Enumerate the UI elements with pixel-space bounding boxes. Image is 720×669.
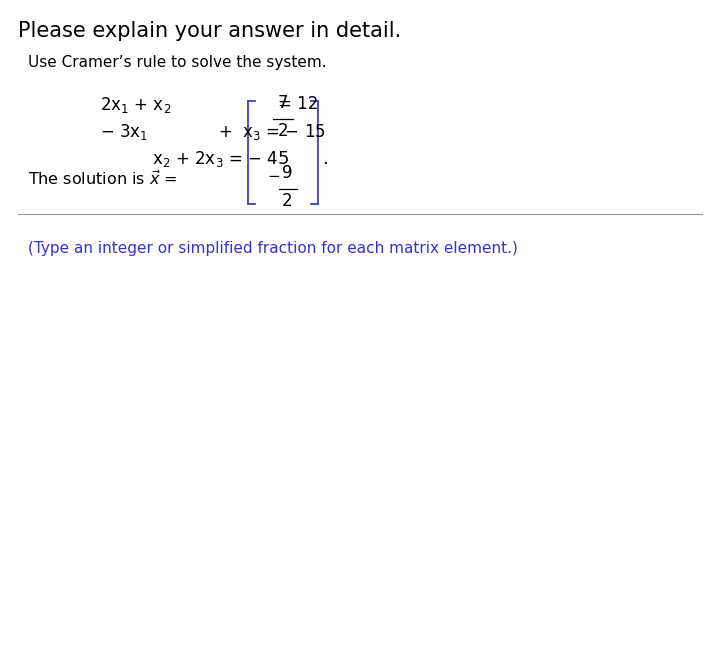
Text: (Type an integer or simplified fraction for each matrix element.): (Type an integer or simplified fraction … [28,241,518,256]
Text: $-$ 3x$_1$: $-$ 3x$_1$ [100,122,148,142]
Text: 7: 7 [278,94,288,112]
Text: 2x$_1$ + x$_2$: 2x$_1$ + x$_2$ [100,95,171,115]
Text: −: − [267,169,280,184]
Text: Please explain your answer in detail.: Please explain your answer in detail. [18,21,401,41]
Text: Use Cramer’s rule to solve the system.: Use Cramer’s rule to solve the system. [28,55,327,70]
Text: .: . [322,150,328,168]
Text: 5: 5 [277,150,289,168]
Text: $+$  x$_3$ = $-$ 15: $+$ x$_3$ = $-$ 15 [218,122,325,142]
Text: = 12: = 12 [278,95,318,113]
Text: x$_2$ + 2x$_3$ = $-$ 4: x$_2$ + 2x$_3$ = $-$ 4 [152,149,278,169]
Text: 2: 2 [282,192,292,210]
Text: The solution is $\vec{x}$ =: The solution is $\vec{x}$ = [28,170,177,188]
Text: 2: 2 [278,122,288,140]
Text: 9: 9 [282,164,292,182]
